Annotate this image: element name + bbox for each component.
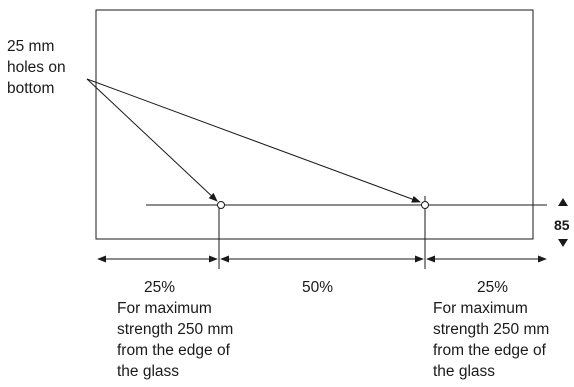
percent-middle: 50% bbox=[302, 279, 334, 296]
height-arrow-down bbox=[558, 239, 568, 247]
hole-left bbox=[217, 201, 225, 209]
leader-arrow-right-hole bbox=[86, 78, 421, 203]
holes-label: 25 mm holes on bottom bbox=[7, 38, 66, 97]
hole-right bbox=[421, 201, 429, 209]
height-arrow-up bbox=[558, 198, 568, 206]
height-label: 85 bbox=[554, 217, 570, 233]
note-right: For maximum strength 250 mm from the edg… bbox=[433, 300, 550, 380]
glass-panel bbox=[95, 9, 534, 240]
note-left: For maximum strength 250 mm from the edg… bbox=[117, 300, 234, 380]
percent-right: 25% bbox=[477, 279, 509, 296]
percent-left: 25% bbox=[144, 279, 176, 296]
leader-arrow-left-hole bbox=[86, 78, 218, 202]
